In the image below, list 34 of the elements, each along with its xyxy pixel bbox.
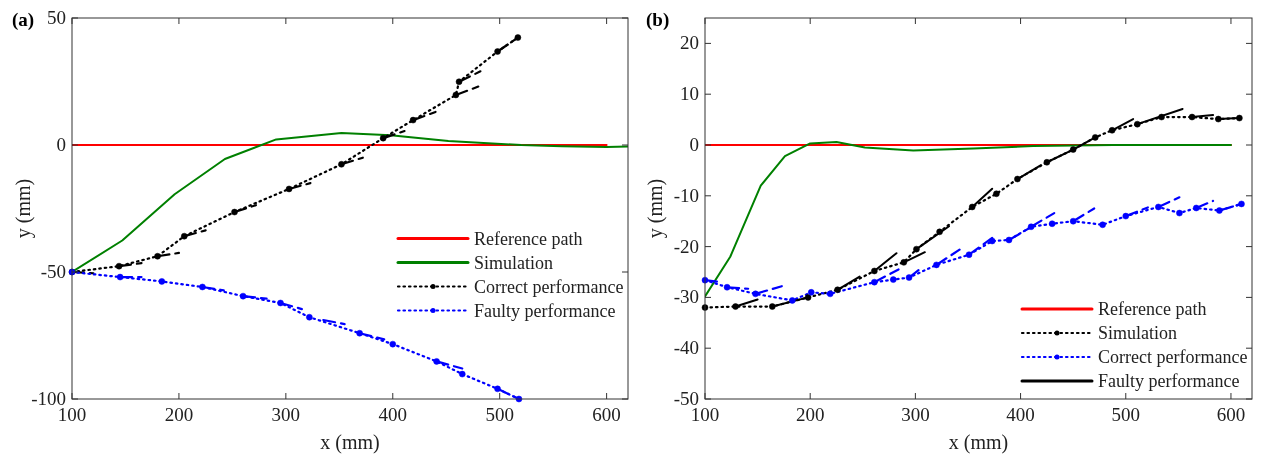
y-tick-label: -50	[40, 261, 66, 282]
x-tick-label: 300	[271, 404, 301, 425]
legend-label: Simulation	[1098, 323, 1178, 343]
x-tick-label: 200	[795, 404, 825, 425]
x-tick-label: 600	[592, 404, 621, 425]
y-tick-label: -40	[673, 337, 699, 359]
y-axis-title: y (mm)	[12, 178, 35, 239]
y-tick-label: 20	[680, 32, 699, 54]
y-tick-label: 0	[689, 134, 699, 155]
x-tick-label: 500	[485, 404, 514, 425]
y-tick-label: -10	[673, 184, 699, 206]
legend-label: Reference path	[474, 228, 583, 249]
x-axis-title: x (mm)	[320, 431, 380, 454]
y-axis-title: y (mm)	[644, 178, 667, 239]
x-tick-label: 200	[164, 404, 194, 425]
legend-label: Simulation	[474, 252, 554, 273]
legend-label: Correct performance	[474, 276, 624, 297]
x-tick-label: 600	[1216, 404, 1246, 425]
x-tick-label: 400	[1006, 404, 1035, 425]
y-tick-label: 50	[47, 7, 66, 28]
y-tick-label: 0	[56, 134, 66, 155]
x-tick-label: 400	[378, 404, 408, 425]
chart-title: (b)	[646, 9, 670, 31]
legend-label: Faulty performance	[474, 300, 616, 321]
x-axis-title: x (mm)	[948, 431, 1009, 454]
legend-label: Correct performance	[1098, 347, 1248, 367]
legend-label: Reference path	[1098, 299, 1207, 319]
x-tick-label: 300	[901, 404, 930, 425]
y-tick-label: 10	[680, 83, 699, 105]
y-tick-label: -20	[673, 235, 699, 257]
x-tick-label: 500	[1111, 404, 1141, 425]
y-tick-label: -30	[673, 286, 699, 308]
legend-label: Faulty performance	[1098, 371, 1240, 391]
chart-title: (a)	[12, 9, 35, 31]
